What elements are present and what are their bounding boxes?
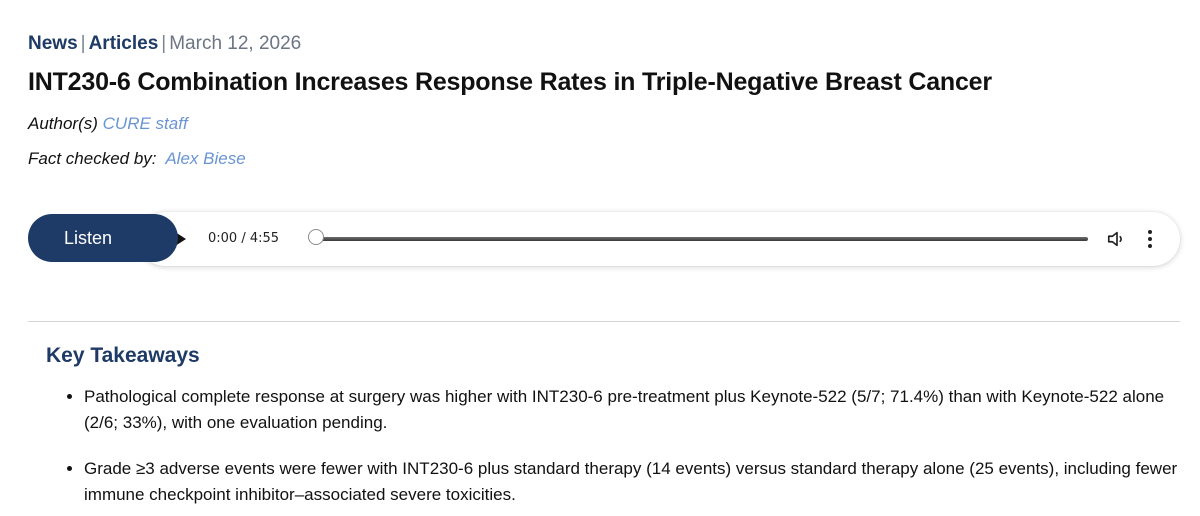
breadcrumb-separator: |	[80, 33, 86, 54]
article-title: INT230-6 Combination Increases Response …	[28, 68, 992, 96]
fact-check-byline: Fact checked by: Alex Biese	[28, 148, 246, 170]
author-byline: Author(s) CURE staff	[28, 113, 188, 135]
publish-date: March 12, 2026	[169, 33, 302, 54]
volume-icon[interactable]	[1106, 228, 1128, 250]
more-options-icon[interactable]	[1142, 228, 1158, 250]
list-item: Grade ≥3 adverse events were fewer with …	[84, 456, 1184, 508]
seek-bar[interactable]	[310, 237, 1088, 241]
fact-checker-link[interactable]: Alex Biese	[165, 149, 246, 168]
section-divider	[28, 321, 1180, 322]
breadcrumb-articles-link[interactable]: Articles	[88, 33, 159, 54]
author-label: Author(s)	[28, 114, 98, 133]
time-display: 0:00 / 4:55	[208, 231, 280, 246]
breadcrumb-separator: |	[161, 33, 167, 54]
fact-check-label: Fact checked by:	[28, 149, 157, 168]
list-item: Pathological complete response at surger…	[84, 384, 1184, 436]
author-link[interactable]: CURE staff	[102, 114, 188, 133]
listen-button[interactable]: Listen	[28, 214, 178, 262]
article-meta: News | Articles | March 12, 2026	[28, 32, 301, 56]
key-takeaways-list: Pathological complete response at surger…	[60, 384, 1184, 516]
audio-controls: 0:00 / 4:55	[138, 212, 1180, 266]
key-takeaways-title: Key Takeaways	[46, 344, 200, 367]
breadcrumb-news-link[interactable]: News	[28, 33, 78, 54]
seek-thumb[interactable]	[308, 229, 324, 245]
audio-player: 0:00 / 4:55 Listen	[28, 212, 1180, 266]
